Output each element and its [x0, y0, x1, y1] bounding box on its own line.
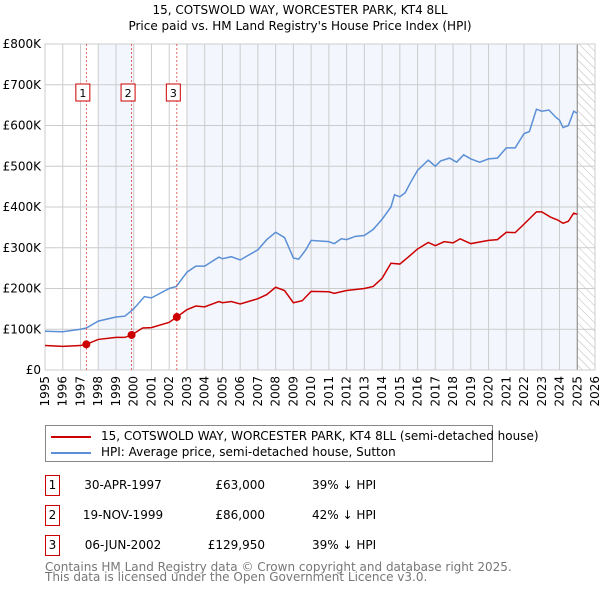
x-tick-label: 2018 — [446, 376, 460, 407]
legend-swatch-blue — [51, 451, 91, 454]
sale-marker-label: 3 — [170, 87, 177, 100]
x-tick-label: 2024 — [553, 376, 567, 407]
y-tick-label: £0 — [26, 363, 41, 377]
y-tick-label: £100K — [3, 322, 43, 336]
x-tick-label: 2021 — [499, 376, 513, 407]
legend-swatch-red — [51, 435, 91, 438]
y-tick-label: £300K — [3, 241, 43, 255]
sale-hpi-diff: 39% ↓ HPI — [312, 478, 377, 492]
x-tick-label: 2011 — [322, 376, 336, 407]
x-tick-label: 1999 — [109, 376, 123, 407]
x-tick-label: 2016 — [411, 376, 425, 407]
sale-marker-box — [120, 83, 136, 102]
table-row: 1 30-APR-1997 £63,000 39% ↓ HPI — [0, 475, 600, 497]
x-tick-label: 1995 — [38, 376, 52, 407]
series-line — [44, 211, 578, 348]
x-tick-label: 2009 — [286, 376, 300, 407]
x-tick-label: 2015 — [393, 376, 407, 407]
x-tick-label: 2023 — [535, 376, 549, 407]
sale-hpi-diff: 42% ↓ HPI — [312, 508, 377, 522]
sale-price: £86,000 — [215, 508, 265, 522]
sale-marker-box — [75, 83, 91, 102]
y-tick-label: £200K — [3, 282, 43, 296]
x-tick-label: 2007 — [251, 376, 265, 407]
table-row: 3 06-JUN-2002 £129,950 39% ↓ HPI — [0, 535, 600, 557]
legend-label: 15, COTSWOLD WAY, WORCESTER PARK, KT4 8L… — [101, 429, 539, 443]
plot-border — [44, 43, 596, 371]
legend-label: HPI: Average price, semi-detached house,… — [101, 445, 396, 459]
sale-date: 06-JUN-2002 — [84, 538, 162, 552]
y-tick-label: £800K — [3, 37, 43, 51]
x-tick-label: 2000 — [127, 376, 141, 407]
legend: 15, COTSWOLD WAY, WORCESTER PARK, KT4 8L… — [45, 425, 539, 462]
x-tick-label: 2001 — [144, 376, 158, 407]
x-tick-label: 2003 — [180, 376, 194, 407]
y-tick-label: £500K — [3, 159, 43, 173]
sale-point — [82, 340, 91, 349]
x-tick-label: 2026 — [588, 376, 600, 407]
x-tick-label: 2010 — [304, 376, 318, 407]
sale-marker-label: 1 — [79, 87, 86, 100]
x-tick-label: 2022 — [517, 376, 531, 407]
y-tick-label: £600K — [3, 119, 43, 133]
x-tick-label: 1996 — [56, 376, 70, 407]
sale-price: £129,950 — [207, 538, 265, 552]
x-tick-label: 2017 — [428, 376, 442, 407]
x-tick-label: 2014 — [375, 376, 389, 407]
sale-price: £63,000 — [215, 478, 265, 492]
x-tick-label: 2013 — [357, 376, 371, 407]
sale-point — [172, 313, 181, 322]
y-tick-label: £400K — [3, 200, 43, 214]
price-chart: 15, COTSWOLD WAY, WORCESTER PARK, KT4 8L… — [3, 3, 600, 407]
x-tick-label: 2012 — [340, 376, 354, 407]
x-tick-label: 2002 — [162, 376, 176, 407]
series-line — [44, 108, 578, 333]
x-tick-label: 1998 — [91, 376, 105, 407]
x-tick-label: 2025 — [570, 376, 584, 407]
y-tick-label: £700K — [3, 78, 43, 92]
chart-subtitle: Price paid vs. HM Land Registry's House … — [128, 19, 471, 33]
legend-item-property: 15, COTSWOLD WAY, WORCESTER PARK, KT4 8L… — [51, 429, 539, 443]
x-tick-label: 2008 — [269, 376, 283, 407]
sale-marker-box — [165, 83, 181, 102]
footer-licence: This data is licensed under the Open Gov… — [45, 570, 428, 584]
sale-hpi-diff: 39% ↓ HPI — [312, 538, 377, 552]
sale-point — [127, 330, 136, 339]
sale-date: 30-APR-1997 — [84, 478, 162, 492]
sale-marker-label: 2 — [125, 87, 132, 100]
sale-number: 3 — [45, 535, 60, 556]
legend-item-hpi: HPI: Average price, semi-detached house,… — [51, 445, 396, 459]
sale-number: 1 — [45, 475, 60, 496]
x-tick-label: 1997 — [73, 376, 87, 407]
x-tick-label: 2004 — [198, 376, 212, 407]
x-tick-label: 2005 — [215, 376, 229, 407]
sale-number: 2 — [45, 505, 60, 526]
sale-date: 19-NOV-1999 — [82, 508, 164, 522]
x-tick-label: 2006 — [233, 376, 247, 407]
table-row: 2 19-NOV-1999 £86,000 42% ↓ HPI — [0, 505, 600, 527]
x-tick-label: 2019 — [464, 376, 478, 407]
x-tick-label: 2020 — [482, 376, 496, 407]
footer-copyright: Contains HM Land Registry data © Crown c… — [45, 560, 512, 574]
chart-title: 15, COTSWOLD WAY, WORCESTER PARK, KT4 8L… — [152, 3, 447, 17]
